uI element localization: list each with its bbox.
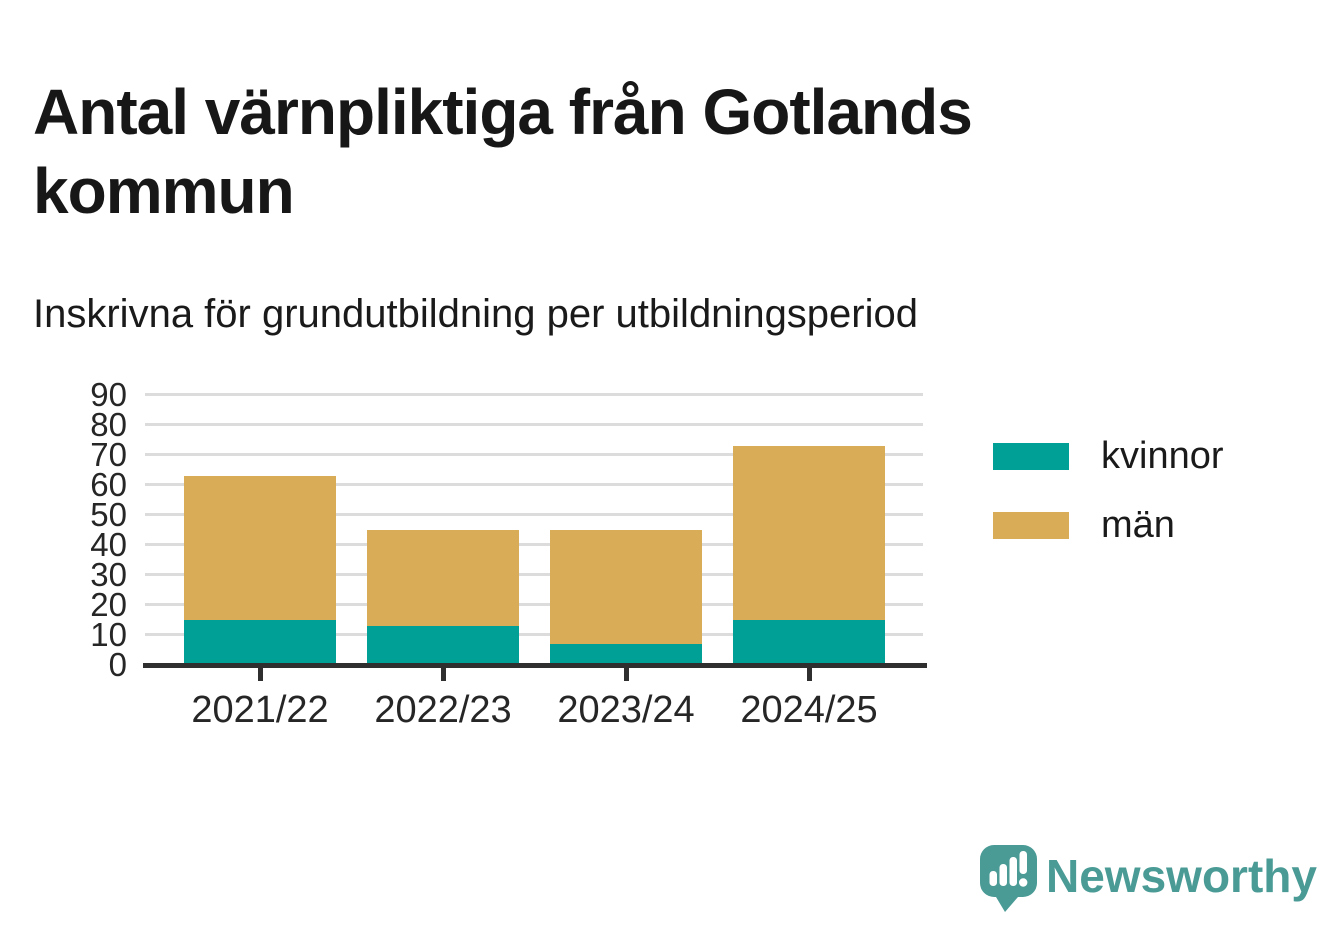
bar-segment-2021-22-kvinnor	[184, 620, 336, 665]
legend-item-kvinnor: kvinnor	[993, 436, 1224, 476]
x-tick-label-2023-24: 2023/24	[557, 689, 695, 731]
bar-segment-2023-24-kvinnor	[550, 644, 702, 665]
x-tick-2023-24	[624, 668, 629, 681]
bar-segment-2024-25-kvinnor	[733, 620, 885, 665]
bar-segment-2022-23-kvinnor	[367, 626, 519, 665]
plot-area	[145, 393, 923, 665]
legend-label-kvinnor: kvinnor	[1101, 435, 1224, 477]
gridline-20	[145, 603, 923, 606]
y-tick-label-40: 40	[90, 526, 127, 563]
page-title: Antal värnpliktiga från Gotlands kommun	[33, 75, 973, 227]
legend-label-män: män	[1101, 504, 1175, 546]
y-tick-label-50: 50	[90, 496, 127, 533]
y-tick-label-10: 10	[90, 616, 127, 653]
gridline-30	[145, 573, 923, 576]
x-tick-label-2024-25: 2024/25	[740, 689, 878, 731]
legend-item-män: män	[993, 505, 1224, 545]
gridline-70	[145, 453, 923, 456]
x-axis-line	[143, 663, 927, 668]
gridline-10	[145, 633, 923, 636]
x-tick-2024-25	[807, 668, 812, 681]
x-tick-2021-22	[258, 668, 263, 681]
gridline-90	[145, 393, 923, 396]
legend-swatch-kvinnor	[993, 442, 1069, 470]
bar-segment-2022-23-män	[367, 530, 519, 626]
y-tick-label-90: 90	[90, 376, 127, 413]
legend-swatch-män	[993, 511, 1069, 539]
y-tick-label-20: 20	[90, 586, 127, 623]
y-tick-label-80: 80	[90, 406, 127, 443]
bar-segment-2024-25-män	[733, 446, 885, 620]
x-tick-label-2022-23: 2022/23	[374, 689, 512, 731]
y-tick-label-60: 60	[90, 466, 127, 503]
gridline-40	[145, 543, 923, 546]
gridline-60	[145, 483, 923, 486]
x-tick-2022-23	[441, 668, 446, 681]
gridline-80	[145, 423, 923, 426]
bar-segment-2023-24-män	[550, 530, 702, 644]
chart-subtitle: Inskrivna för grundutbildning per utbild…	[33, 292, 918, 336]
y-tick-label-30: 30	[90, 556, 127, 593]
x-tick-label-2021-22: 2021/22	[191, 689, 329, 731]
newsworthy-logo-text: Newsworthy	[1046, 850, 1317, 902]
y-tick-label-0: 0	[108, 646, 127, 683]
bar-segment-2021-22-män	[184, 476, 336, 620]
gridline-50	[145, 513, 923, 516]
y-tick-label-70: 70	[90, 436, 127, 473]
chart-legend: kvinnor män	[993, 436, 1224, 574]
newsworthy-logo-icon	[980, 845, 1037, 912]
